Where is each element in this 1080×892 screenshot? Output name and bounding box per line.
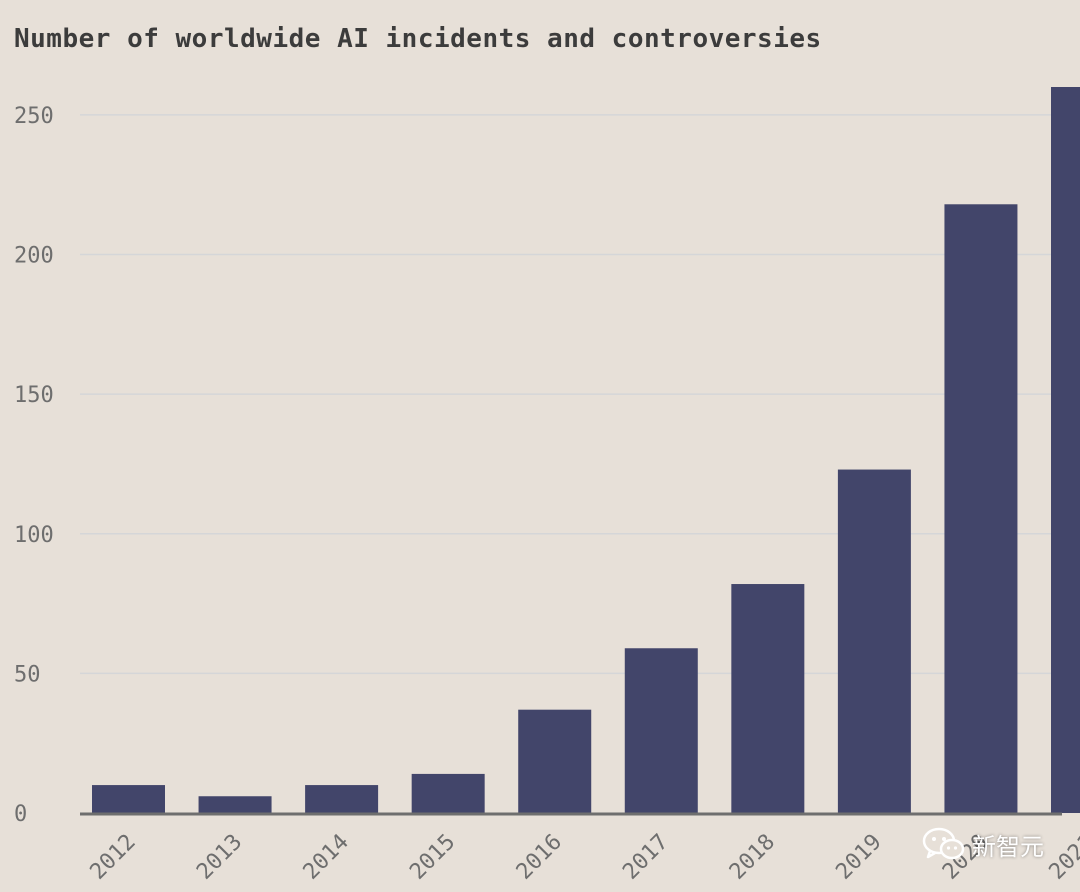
x-tick-label: 2019: [831, 830, 886, 885]
x-tick-label: 2012: [86, 830, 141, 885]
bar[interactable]: 2016: 37: [518, 709, 592, 813]
x-tick-label: 2017: [618, 830, 673, 885]
y-tick-label: 0: [14, 802, 27, 827]
x-tick-label: 2014: [299, 830, 354, 885]
watermark: 新智元: [922, 826, 1044, 862]
y-tick-label: 100: [14, 523, 54, 548]
y-tick-label: 150: [14, 383, 54, 408]
bar[interactable]: 2017: 59: [624, 648, 698, 813]
bar[interactable]: 2020: 218: [944, 204, 1018, 813]
bar[interactable]: 2014: 10: [305, 785, 379, 813]
y-tick-label: 50: [14, 662, 41, 687]
x-tick-label: 2021: [1045, 830, 1080, 885]
bar[interactable]: 2012: 10: [92, 785, 165, 813]
bar[interactable]: 2019: 123: [837, 469, 911, 813]
bar[interactable]: 2021: 260: [1051, 87, 1080, 813]
y-tick-label: 250: [14, 104, 54, 129]
watermark-text: 新智元: [972, 832, 1044, 861]
x-tick-label: 2018: [725, 830, 780, 885]
chart-title: Number of worldwide AI incidents and con…: [14, 24, 822, 54]
x-tick-label: 2013: [192, 830, 247, 885]
bar[interactable]: 2015: 14: [411, 773, 485, 813]
wechat-icon: [922, 827, 965, 860]
bar[interactable]: 2018: 82: [731, 584, 805, 813]
bar[interactable]: 2013: 6: [198, 796, 272, 813]
x-tick-label: 2016: [512, 830, 567, 885]
y-tick-label: 200: [14, 244, 54, 269]
x-tick-label: 2015: [405, 830, 460, 885]
